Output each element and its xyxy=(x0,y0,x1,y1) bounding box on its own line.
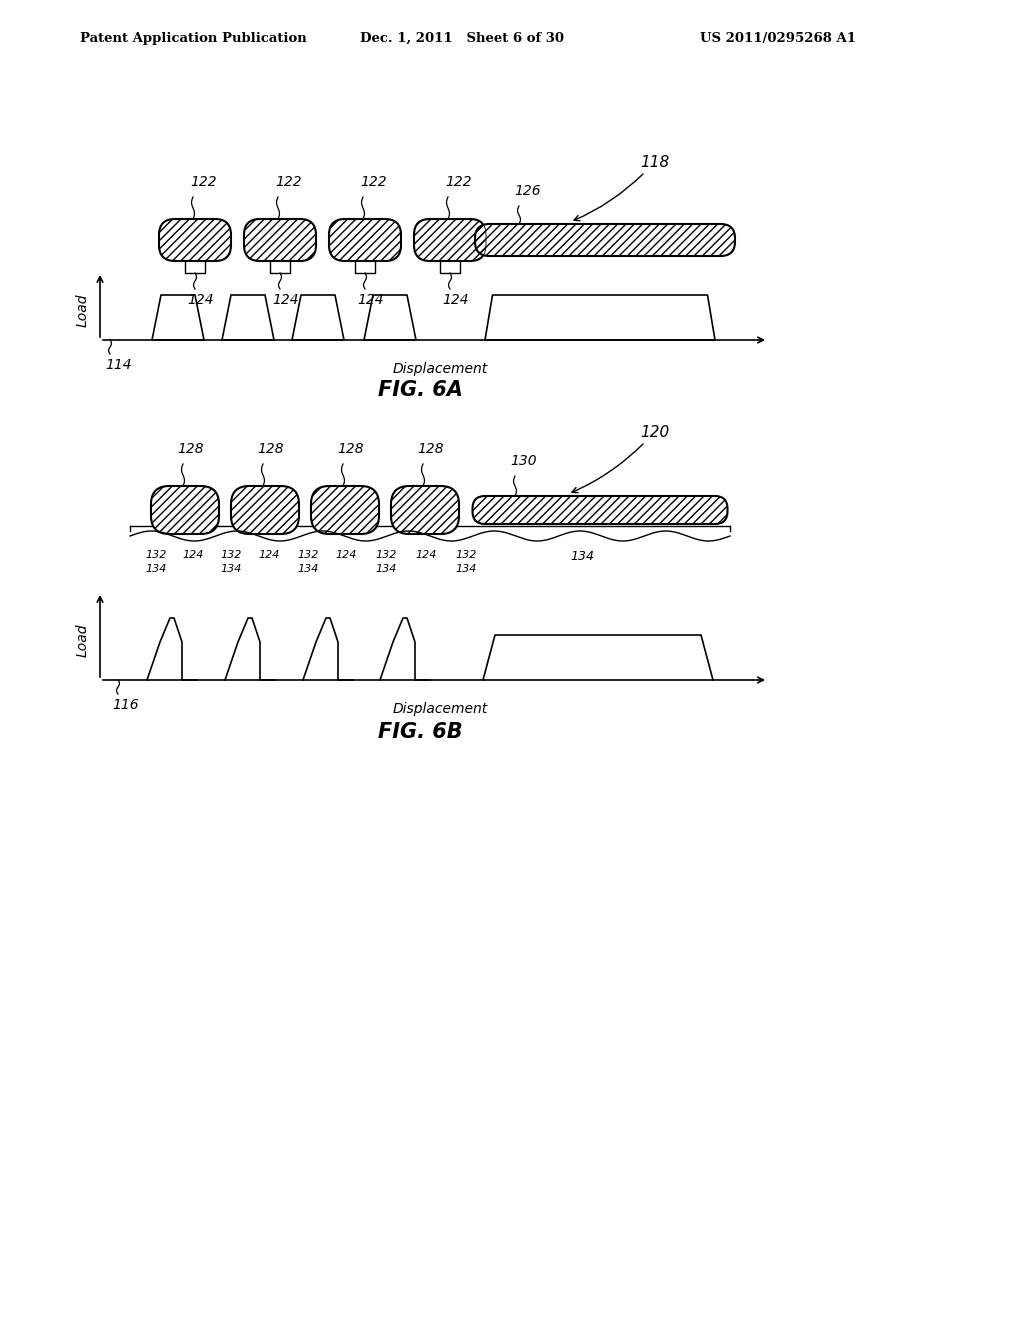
Text: 122: 122 xyxy=(275,176,302,189)
Text: 132: 132 xyxy=(375,550,396,560)
Text: 132: 132 xyxy=(297,550,318,560)
Text: 134: 134 xyxy=(145,564,166,574)
FancyBboxPatch shape xyxy=(391,486,459,535)
Text: 134: 134 xyxy=(570,550,594,564)
Text: 134: 134 xyxy=(455,564,476,574)
Text: Displacement: Displacement xyxy=(392,702,487,715)
Text: 118: 118 xyxy=(640,154,670,170)
FancyBboxPatch shape xyxy=(311,486,379,535)
Text: 134: 134 xyxy=(220,564,242,574)
Text: 128: 128 xyxy=(257,442,284,455)
Text: 128: 128 xyxy=(337,442,364,455)
Text: FIG. 6A: FIG. 6A xyxy=(378,380,463,400)
Text: 132: 132 xyxy=(455,550,476,560)
Text: 126: 126 xyxy=(514,183,541,198)
FancyBboxPatch shape xyxy=(151,486,219,535)
Text: 124: 124 xyxy=(182,550,204,560)
FancyBboxPatch shape xyxy=(414,219,486,261)
Text: 116: 116 xyxy=(112,698,138,711)
Text: 124: 124 xyxy=(272,293,299,308)
FancyBboxPatch shape xyxy=(329,219,401,261)
Text: Load: Load xyxy=(76,623,90,657)
Text: 122: 122 xyxy=(445,176,472,189)
Text: 128: 128 xyxy=(417,442,443,455)
Text: US 2011/0295268 A1: US 2011/0295268 A1 xyxy=(700,32,856,45)
Text: 128: 128 xyxy=(177,442,204,455)
Text: Patent Application Publication: Patent Application Publication xyxy=(80,32,307,45)
Text: 122: 122 xyxy=(190,176,217,189)
Text: 124: 124 xyxy=(442,293,469,308)
Text: Load: Load xyxy=(76,293,90,327)
Text: 114: 114 xyxy=(105,358,132,372)
FancyBboxPatch shape xyxy=(472,496,727,524)
Text: FIG. 6B: FIG. 6B xyxy=(378,722,462,742)
Text: 120: 120 xyxy=(640,425,670,440)
Text: 124: 124 xyxy=(415,550,436,560)
Text: 134: 134 xyxy=(297,564,318,574)
FancyBboxPatch shape xyxy=(244,219,316,261)
Text: 132: 132 xyxy=(220,550,242,560)
FancyBboxPatch shape xyxy=(231,486,299,535)
Text: Displacement: Displacement xyxy=(392,362,487,376)
Text: 124: 124 xyxy=(335,550,356,560)
Text: 130: 130 xyxy=(510,454,537,469)
Text: 124: 124 xyxy=(187,293,214,308)
Text: 134: 134 xyxy=(375,564,396,574)
Text: 124: 124 xyxy=(357,293,384,308)
FancyBboxPatch shape xyxy=(159,219,231,261)
Text: 124: 124 xyxy=(258,550,280,560)
Text: 122: 122 xyxy=(360,176,387,189)
Text: Dec. 1, 2011   Sheet 6 of 30: Dec. 1, 2011 Sheet 6 of 30 xyxy=(360,32,564,45)
FancyBboxPatch shape xyxy=(475,224,735,256)
Text: 132: 132 xyxy=(145,550,166,560)
